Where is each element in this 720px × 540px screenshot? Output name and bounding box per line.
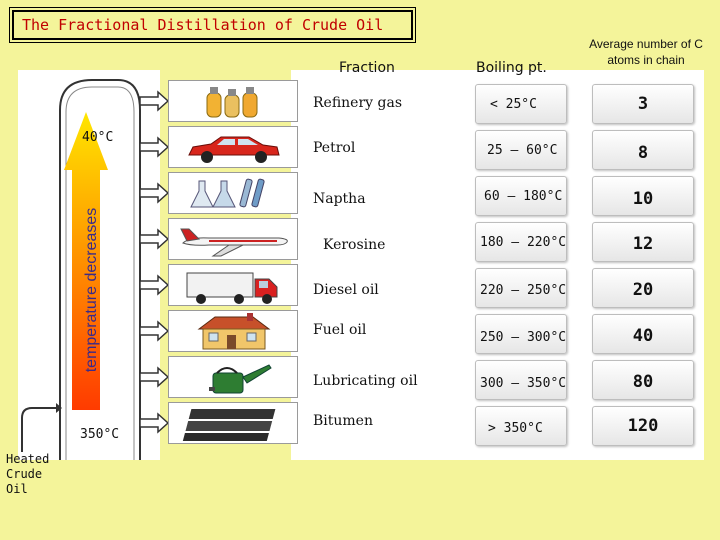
boiling-point-cell [475,268,567,308]
carbon-count-cell [592,176,694,216]
boiling-point-cell [475,360,567,400]
boiling-point-value: 180 – 220°C [480,235,567,250]
carbon-count-value: 12 [632,234,654,254]
carbon-count-value: 20 [632,280,654,300]
fraction-name: Fuel oil [313,322,367,338]
boiling-point-value: 250 – 300°C [480,330,567,345]
carbon-count-value: 80 [632,372,654,392]
input-pipe [21,407,56,452]
carbon-count-value: 10 [632,189,654,209]
fraction-name: Kerosine [323,237,386,253]
car-icon [168,126,298,168]
boiling-point-cell [475,222,567,262]
carbon-count-value: 120 [627,416,659,436]
heated-crude-oil-label: Heated Crude Oil [6,452,50,496]
carbon-count-cell [592,314,694,354]
boiling-point-cell [475,314,567,354]
airplane-icon [168,218,298,260]
boiling-point-value: 60 – 180°C [484,189,563,204]
boiling-point-cell [475,130,567,170]
boiling-point-cell [475,406,567,446]
carbon-atoms-header: Average number of C atoms in chain [589,37,703,67]
column-outline [59,79,141,460]
carbon-count-cell [592,130,694,170]
carbon-count-cell [592,406,694,446]
boiling-point-cell [475,84,567,124]
carbon-count-cell [592,84,694,124]
house-icon [168,310,298,352]
temperature-arrow [64,112,108,410]
carbon-count-value: 3 [637,94,649,114]
carbon-count-cell [592,268,694,308]
boiling-point-header: Boiling pt. [476,60,547,76]
boiling-point-value: 25 – 60°C [487,143,558,158]
gas-cylinders-icon [168,80,298,122]
fraction-name: Diesel oil [313,282,379,298]
fraction-name: Petrol [313,140,356,156]
fraction-name: Bitumen [313,413,373,429]
fraction-name: Lubricating oil [313,373,418,389]
carbon-count-value: 8 [637,143,649,163]
boiling-point-value: < 25°C [490,97,537,112]
oil-can-icon [168,356,298,398]
boiling-point-value: 300 – 350°C [480,376,567,391]
carbon-count-value: 40 [632,326,654,346]
bottom-temperature-label: 350°C [80,427,120,442]
top-temperature-label: 40°C [82,130,114,145]
truck-icon [168,264,298,306]
temperature-decreases-label: temperature decreases [83,207,100,373]
fraction-name: Naptha [313,191,366,207]
fraction-header: Fraction [339,60,395,76]
carbon-count-cell [592,360,694,400]
page-title: The Fractional Distillation of Crude Oil [9,7,416,43]
chemical-flasks-icon [168,172,298,214]
road-tar-icon [168,402,298,444]
boiling-point-value: 220 – 250°C [480,283,567,298]
fraction-name: Refinery gas [313,95,403,111]
carbon-count-cell [592,222,694,262]
boiling-point-value: > 350°C [488,421,543,436]
outlet-pipes [139,90,170,434]
boiling-point-cell [475,176,567,216]
